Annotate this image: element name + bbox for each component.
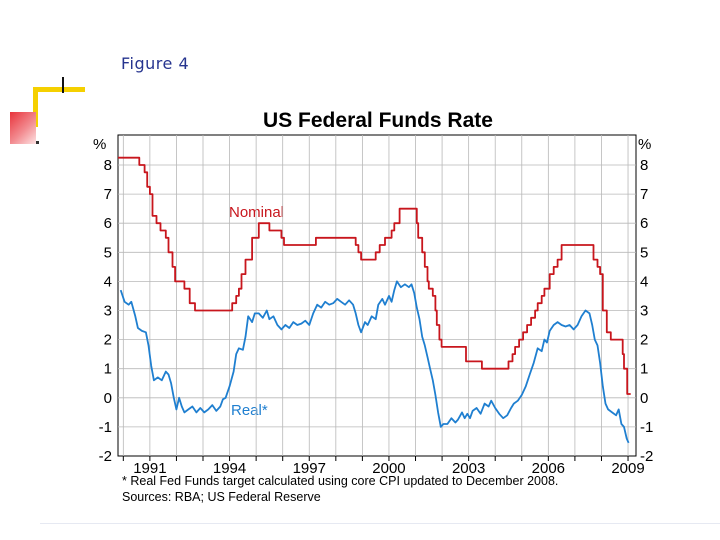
y-tick-label-left: -2 (99, 448, 112, 465)
y-tick-label-right: 1 (640, 361, 648, 378)
y-axis-label-left: % (93, 136, 106, 153)
y-tick-label-left: 7 (104, 186, 112, 203)
y-tick-label-right: -2 (640, 448, 653, 465)
y-tick-label-right: 0 (640, 390, 648, 407)
decorative-red-gradient-square (10, 112, 36, 144)
y-tick-label-right: 4 (640, 273, 648, 290)
x-tick-label: 2009 (611, 460, 644, 477)
y-tick-label-left: 6 (104, 215, 112, 232)
y-tick-label-left: 5 (104, 244, 112, 261)
series-line-real (119, 280, 630, 444)
y-tick-label-right: 8 (640, 157, 648, 174)
decorative-footer-line (40, 523, 720, 524)
legend-real-label: Real* (231, 402, 268, 419)
plot-frame (117, 134, 637, 457)
x-tick-label: 1994 (213, 460, 246, 477)
y-tick-label-right: -1 (640, 419, 653, 436)
chart-sources: Sources: RBA; US Federal Reserve (122, 490, 321, 504)
y-tick-label-left: -1 (99, 419, 112, 436)
decorative-dot (36, 141, 39, 144)
y-tick-label-right: 6 (640, 215, 648, 232)
y-axis-label-right: % (638, 136, 651, 153)
x-tick-label: 2000 (372, 460, 405, 477)
y-tick-label-right: 3 (640, 303, 648, 320)
y-tick-label-right: 5 (640, 244, 648, 261)
chart-title: US Federal Funds Rate (263, 109, 493, 132)
x-tick-label: 1991 (133, 460, 166, 477)
y-tick-label-left: 0 (104, 390, 112, 407)
series-line-nominal (118, 156, 631, 395)
y-tick-label-left: 4 (104, 273, 112, 290)
y-tick-label-left: 3 (104, 303, 112, 320)
y-tick-label-left: 8 (104, 157, 112, 174)
slide-title: Figure 4 (121, 54, 190, 73)
x-tick-label: 2003 (452, 460, 485, 477)
y-tick-label-left: 1 (104, 361, 112, 378)
decorative-yellow-bar-vertical (33, 87, 38, 127)
x-tick-label: 2006 (532, 460, 565, 477)
y-tick-label-right: 7 (640, 186, 648, 203)
y-tick-label-left: 2 (104, 332, 112, 349)
y-tick-label-right: 2 (640, 332, 648, 349)
decorative-black-tick (62, 77, 64, 93)
chart-footnote: * Real Fed Funds target calculated using… (122, 474, 559, 488)
decorative-yellow-bar-horizontal (33, 87, 85, 92)
x-tick-label: 1997 (293, 460, 326, 477)
